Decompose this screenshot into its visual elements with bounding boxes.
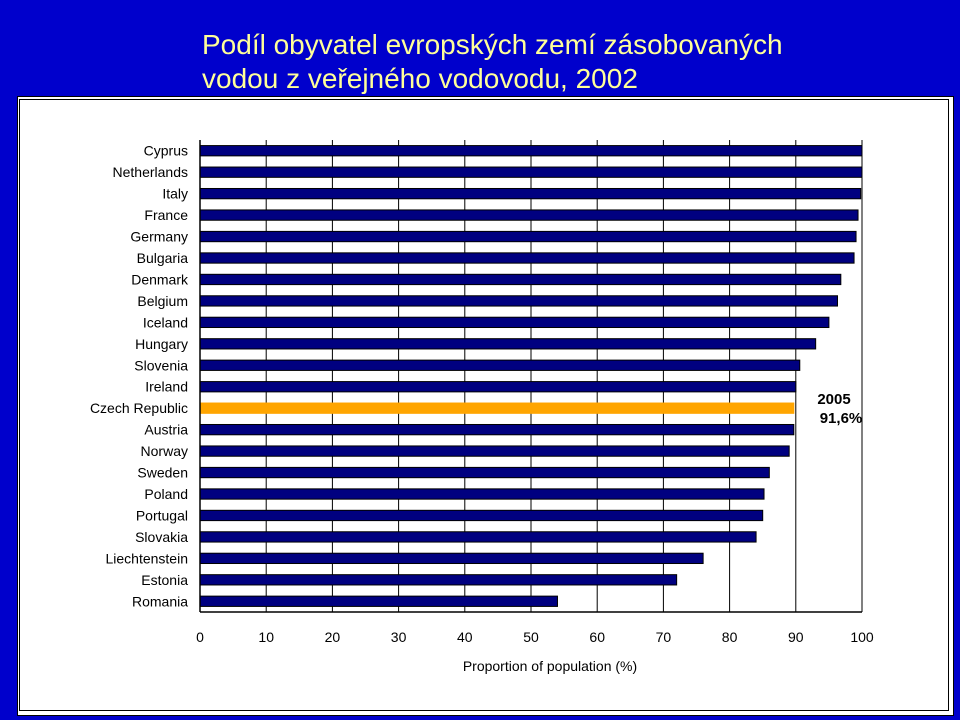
bar-12	[199, 402, 795, 414]
bar-0	[199, 145, 863, 157]
category-label-1: Netherlands	[113, 164, 189, 180]
bar-16	[199, 488, 765, 500]
bar-21	[199, 595, 558, 607]
x-tick-label-6: 60	[589, 629, 605, 645]
annotation-year: 2005	[817, 391, 850, 408]
category-label-16: Poland	[144, 486, 188, 502]
category-label-4: Germany	[130, 229, 188, 245]
x-tick-label-2: 20	[325, 629, 341, 645]
bar-8	[199, 316, 830, 329]
category-label-17: Portugal	[136, 507, 188, 523]
category-label-5: Bulgaria	[137, 250, 189, 266]
bar-6	[199, 273, 842, 286]
bar-10	[199, 359, 801, 371]
chart-title: Podíl obyvatel evropských zemí zásobovan…	[202, 28, 783, 96]
bar-2	[199, 187, 862, 200]
chart-panel-border	[19, 99, 949, 711]
bar-5	[199, 252, 855, 264]
x-tick-label-3: 30	[391, 629, 407, 645]
category-label-11: Ireland	[145, 379, 188, 395]
category-label-15: Sweden	[137, 465, 188, 481]
bar-19	[199, 552, 704, 565]
category-label-6: Denmark	[131, 271, 189, 287]
category-label-14: Norway	[141, 443, 188, 459]
category-label-2: Italy	[162, 186, 188, 202]
category-label-3: France	[144, 207, 188, 223]
title-band: Podíl obyvatel evropských zemí zásobovan…	[0, 0, 960, 94]
x-tick-label-4: 40	[457, 629, 473, 645]
bar-7	[199, 295, 839, 307]
x-tick-label-10: 100	[850, 629, 874, 645]
bar-17	[199, 509, 764, 522]
bar-3	[199, 209, 859, 221]
x-tick-label-5: 50	[523, 629, 539, 645]
bar-1	[199, 166, 863, 178]
bar-13	[199, 423, 795, 436]
bar-4	[199, 230, 857, 243]
annotation-value: 91,6%	[820, 410, 863, 427]
chart-title-line2: vodou z veřejného vodovodu, 2002	[202, 63, 638, 94]
x-tick-label-8: 80	[722, 629, 738, 645]
category-label-18: Slovakia	[135, 529, 188, 545]
category-label-7: Belgium	[137, 293, 188, 309]
category-label-13: Austria	[144, 422, 188, 438]
bar-15	[199, 466, 770, 479]
category-label-0: Cyprus	[144, 143, 188, 159]
category-label-10: Slovenia	[134, 357, 188, 373]
category-label-9: Hungary	[135, 336, 188, 352]
bar-20	[199, 574, 678, 586]
x-tick-label-1: 10	[258, 629, 274, 645]
x-tick-label-7: 70	[656, 629, 672, 645]
category-label-20: Estonia	[141, 572, 188, 588]
chart-title-line1: Podíl obyvatel evropských zemí zásobovan…	[202, 29, 783, 60]
category-label-19: Liechtenstein	[105, 550, 188, 566]
category-label-21: Romania	[132, 593, 188, 609]
x-tick-label-9: 90	[788, 629, 804, 645]
bar-18	[199, 531, 757, 543]
bar-9	[199, 338, 817, 350]
bar-14	[199, 445, 790, 457]
bar-11	[199, 381, 797, 393]
category-label-12: Czech Republic	[90, 400, 188, 416]
x-tick-label-0: 0	[196, 629, 204, 645]
x-axis-title: Proportion of population (%)	[463, 658, 637, 674]
category-label-8: Iceland	[143, 314, 188, 330]
